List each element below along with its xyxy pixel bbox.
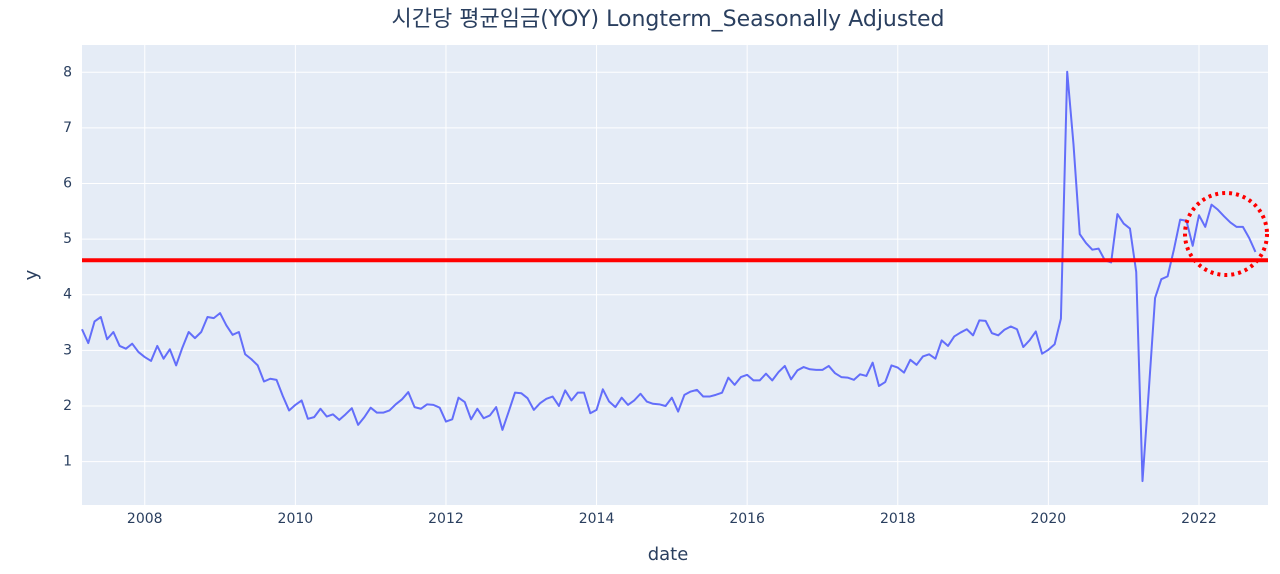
plot-area xyxy=(82,45,1268,505)
y-axis-title: y xyxy=(21,269,42,280)
x-tick-label: 2012 xyxy=(428,511,464,527)
chart-title: 시간당 평균임금(YOY) Longterm_Seasonally Adjust… xyxy=(392,7,945,32)
x-tick-label: 2010 xyxy=(278,511,314,527)
y-tick-label: 4 xyxy=(63,287,72,303)
data-line xyxy=(81,70,1257,483)
x-tick-label: 2018 xyxy=(880,511,916,527)
x-tick-label: 2016 xyxy=(729,511,765,527)
y-tick-label: 8 xyxy=(63,64,72,80)
y-tick-label: 3 xyxy=(63,342,72,358)
y-tick-label: 7 xyxy=(63,120,72,136)
y-tick-label: 1 xyxy=(63,454,72,470)
y-tick-label: 5 xyxy=(63,231,72,247)
x-tick-label: 2014 xyxy=(579,511,615,527)
grid xyxy=(82,45,1268,505)
y-tick-label: 2 xyxy=(63,398,72,414)
x-tick-label: 2022 xyxy=(1181,511,1217,527)
marks xyxy=(81,70,1268,483)
highlight-circle xyxy=(1183,191,1269,277)
x-tick-label: 2020 xyxy=(1031,511,1067,527)
x-axis-title: date xyxy=(648,544,689,565)
y-tick-label: 6 xyxy=(63,176,72,192)
x-tick-label: 2008 xyxy=(127,511,163,527)
